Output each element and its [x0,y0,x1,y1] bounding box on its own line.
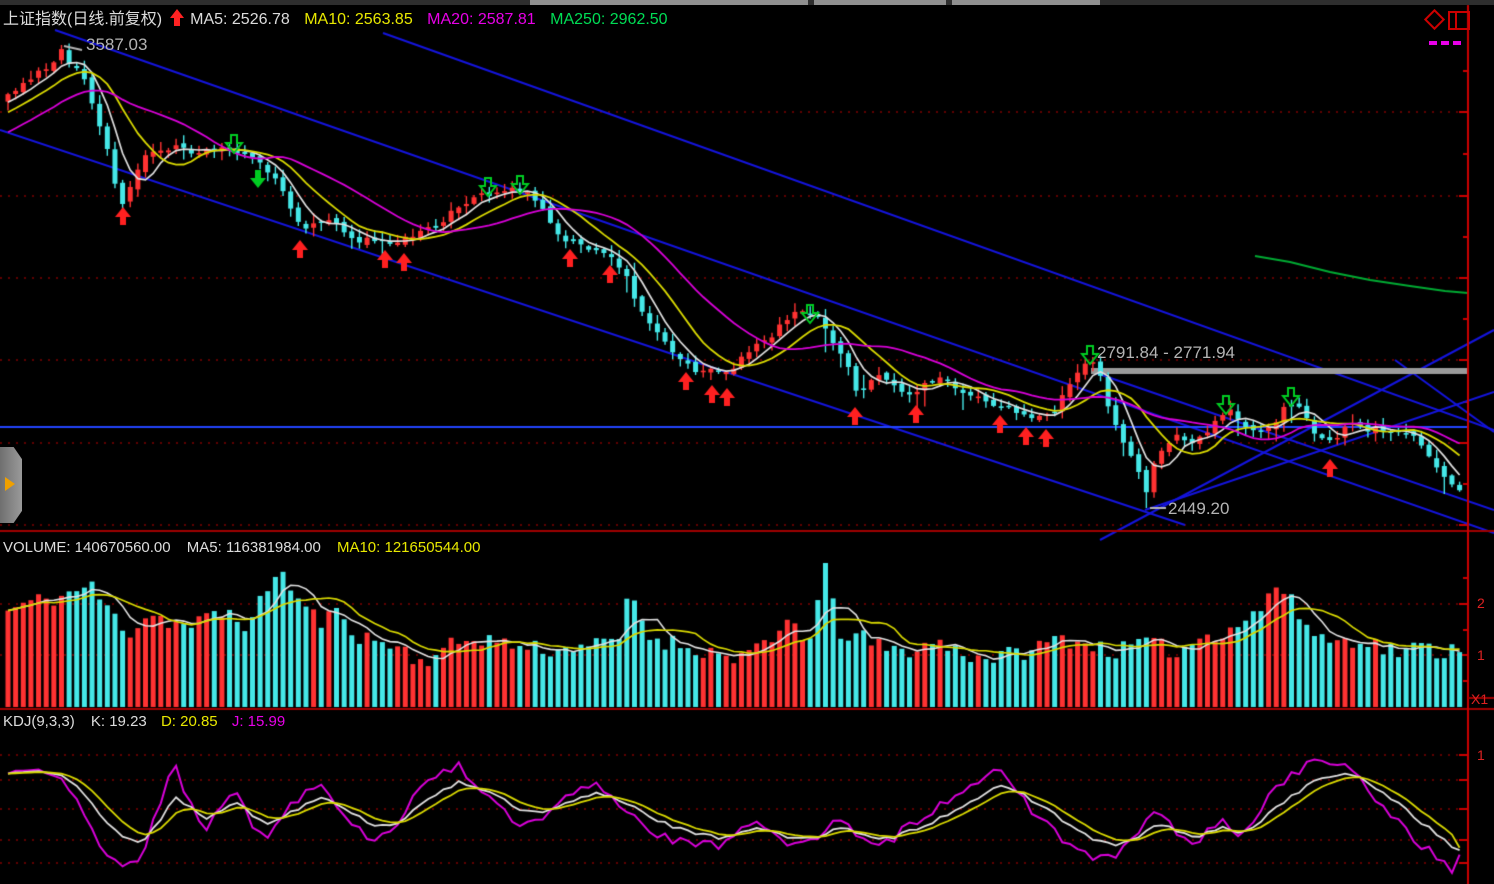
main-chart-header: 上证指数(日线.前复权) MA5: 2526.78 MA10: 2563.85 M… [3,9,668,28]
toolbar-segment [814,0,946,5]
sidebar-expand-tab[interactable] [0,447,22,523]
volume-value[interactable]: VOLUME: 140670560.00 [3,539,171,556]
high-price-label: 3587.03 [86,35,148,54]
kdj-axis-label: 1 [1477,747,1485,763]
up-arrow-icon [170,9,185,26]
ma250-value[interactable]: MA250: 2962.50 [550,11,668,28]
instrument-title[interactable]: 上证指数(日线.前复权) [3,11,163,28]
volume-ma5-value[interactable]: MA5: 116381984.00 [186,539,321,556]
toolbar-segment [530,0,808,5]
expand-arrow-icon [5,477,15,491]
kdj-header: KDJ(9,3,3) K: 19.23 D: 20.85 J: 15.99 [3,714,285,729]
volume-ma10-value[interactable]: MA10: 121650544.00 [336,539,481,556]
volume-axis-label-upper: 2 [1477,595,1485,611]
toolbar-segment [952,0,1100,5]
more-dots-icon[interactable] [1429,32,1465,50]
kdj-title[interactable]: KDJ(9,3,3) [3,713,75,730]
gap-zone-label: 2791.84 - 2771.94 [1097,343,1236,362]
split-divider [1455,13,1457,28]
split-window-icon[interactable] [1448,11,1470,30]
kdj-d-value[interactable]: D: 20.85 [160,713,218,730]
volume-header: VOLUME: 140670560.00 MA5: 116381984.00 M… [3,540,480,555]
volume-axis-label-lower: 1 [1477,647,1485,663]
kdj-k-value[interactable]: K: 19.23 [90,713,147,730]
ma20-value[interactable]: MA20: 2587.81 [427,11,536,28]
period-toggle[interactable]: X1 [1471,691,1489,707]
kdj-j-value[interactable]: J: 15.99 [231,713,286,730]
low-price-label: 2449.20 [1168,499,1230,518]
ma5-value[interactable]: MA5: 2526.78 [190,11,290,28]
ma10-value[interactable]: MA10: 2563.85 [304,11,413,28]
toolbar-bottom-strip [0,0,1494,5]
